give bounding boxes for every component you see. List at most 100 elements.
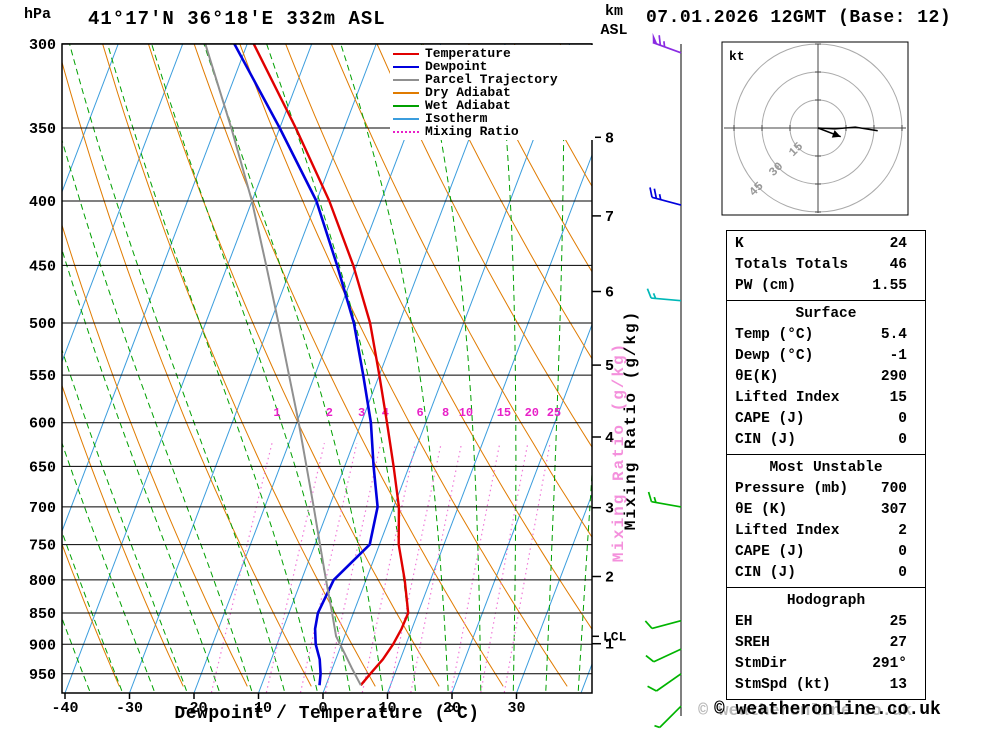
wet-adiabat-line	[62, 441, 155, 691]
legend-label: Wet Adiabat	[425, 98, 511, 113]
mixing-ratio-axis-label: Mixing Ratio (g/kg)	[622, 309, 640, 531]
isotherm-line	[62, 44, 184, 363]
dry-adiabat-line	[239, 44, 568, 687]
legend-label: Mixing Ratio	[425, 124, 519, 139]
mixing-ratio-line	[299, 443, 358, 693]
indices-section-hodograph: Hodograph EH 25 SREH 27 StmDir 291° StmSpd (kt)…	[726, 587, 926, 700]
legend-item: Wet Adiabat	[393, 99, 595, 112]
index-label: Lifted Index	[735, 390, 840, 406]
sounding-curves	[204, 44, 410, 686]
index-row: Lifted Index 2	[727, 521, 925, 542]
pressure-axis-unit: hPa	[24, 6, 52, 23]
dry-adiabat-line	[62, 223, 248, 687]
wet-adiabat-line	[203, 44, 384, 691]
index-value: 5.4	[880, 327, 907, 343]
pressure-tick-label: 650	[29, 459, 56, 476]
index-label: CAPE (J)	[735, 411, 805, 427]
skewt-background-lines: 1 2 3 4 6 8 10 15 20 25	[0, 44, 592, 693]
wet-adiabat-line	[420, 44, 482, 691]
temp-tick-label: -30	[116, 700, 143, 717]
index-label: K	[735, 236, 744, 252]
mixing-ratio-value-label: 1	[273, 406, 280, 420]
dry-adiabat-line	[0, 44, 55, 687]
altitude-axis-unit: km ASL	[594, 2, 634, 40]
index-row: Temp (°C) 5.4	[727, 325, 925, 346]
temp-tick-label: 0	[318, 700, 327, 717]
pressure-tick-label: 800	[29, 573, 56, 590]
pressure-tick-label: 600	[29, 416, 56, 433]
pressure-tick-label: 350	[29, 121, 56, 138]
km-tick-label: 6	[605, 285, 614, 302]
index-value: 290	[880, 369, 907, 385]
pressure-tick-label: 550	[29, 368, 56, 385]
isotherm-line	[64, 44, 313, 693]
index-row: Lifted Index 15	[727, 388, 925, 409]
dry-adiabat-line	[62, 384, 184, 687]
dry-adiabat-line	[330, 44, 592, 539]
indices-section-surface: Surface Temp (°C) 5.4 Dewp (°C) -1 θE(K) 290 Li…	[726, 300, 926, 455]
wind-barb	[644, 619, 682, 630]
temp-tick-label: -40	[51, 700, 78, 717]
isotherm-line	[62, 44, 119, 194]
legend-item: Mixing Ratio	[393, 125, 595, 138]
index-label: Temp (°C)	[735, 327, 814, 343]
legend-item: Dewpoint	[393, 60, 595, 73]
mixing-ratio-value-label: 2	[326, 406, 333, 420]
pressure-tick-label: 450	[29, 258, 56, 275]
sounding-indices-table: K 24 Totals Totals 46 PW (cm) 1.55 Surface Temp…	[726, 230, 926, 700]
isotherm-line	[193, 44, 442, 693]
legend-item: Dry Adiabat	[393, 86, 595, 99]
legend-label: Temperature	[425, 46, 511, 61]
copyright-text: © weatheronline.co.uk	[714, 700, 941, 720]
mixing-ratio-line	[480, 443, 529, 693]
mixing-ratio-value-label: 8	[442, 406, 449, 420]
index-value: 0	[898, 432, 907, 448]
wet-adiabat-line	[107, 44, 318, 691]
section-header: Surface	[795, 306, 857, 322]
temp-tick-label: 20	[443, 700, 461, 717]
index-label: Totals Totals	[735, 257, 849, 273]
temp-tick-label: -20	[180, 700, 207, 717]
pressure-tick-label: 700	[29, 500, 56, 517]
parcel-trajectory-curve	[204, 44, 362, 686]
wet-adiabat-line	[69, 44, 285, 691]
datetime-title: 07.01.2026 12GMT (Base: 12)	[646, 8, 952, 28]
legend-swatch-dry-adiabat	[393, 91, 419, 94]
index-value: 15	[889, 390, 907, 406]
legend-label: Isotherm	[425, 111, 488, 126]
index-value: -1	[889, 348, 907, 364]
km-tick-label: 8	[605, 130, 614, 147]
wind-barb-column	[644, 32, 682, 729]
wind-barb	[645, 648, 682, 663]
mixing-ratio-value-label: 6	[416, 406, 423, 420]
pressure-tick-label: 850	[29, 606, 56, 623]
km-tick-label: 4	[605, 430, 614, 447]
index-value: 46	[889, 257, 907, 273]
index-value: 0	[898, 565, 907, 581]
index-label: Dewp (°C)	[735, 348, 814, 364]
wet-adiabat-line	[340, 44, 449, 691]
index-row: CAPE (J) 0	[727, 409, 925, 430]
altitude-unit-km: km	[604, 3, 623, 20]
temp-tick-label: 30	[507, 700, 525, 717]
x-axis-title: Dewpoint / Temperature (°C)	[174, 704, 480, 724]
pressure-tick-label: 300	[29, 37, 56, 54]
mixing-ratio-value-label: 25	[547, 406, 561, 420]
legend-label: Parcel Trajectory	[425, 72, 558, 87]
legend-swatch-wet-adiabat	[393, 104, 419, 107]
mixing-ratio-line	[388, 443, 442, 693]
legend-label: Dewpoint	[425, 59, 488, 74]
index-row: CAPE (J) 0	[727, 542, 925, 563]
pressure-tick-label: 950	[29, 667, 56, 684]
index-label: CAPE (J)	[735, 544, 805, 560]
wet-adiabat-line	[62, 248, 220, 691]
index-row: SREH 27	[727, 633, 925, 654]
index-label: θE(K)	[735, 369, 779, 385]
km-tick-label: 3	[605, 501, 614, 518]
wind-barb	[649, 187, 682, 206]
lcl-label: LCL	[603, 629, 627, 644]
mixing-ratio-value-label: 20	[525, 406, 539, 420]
